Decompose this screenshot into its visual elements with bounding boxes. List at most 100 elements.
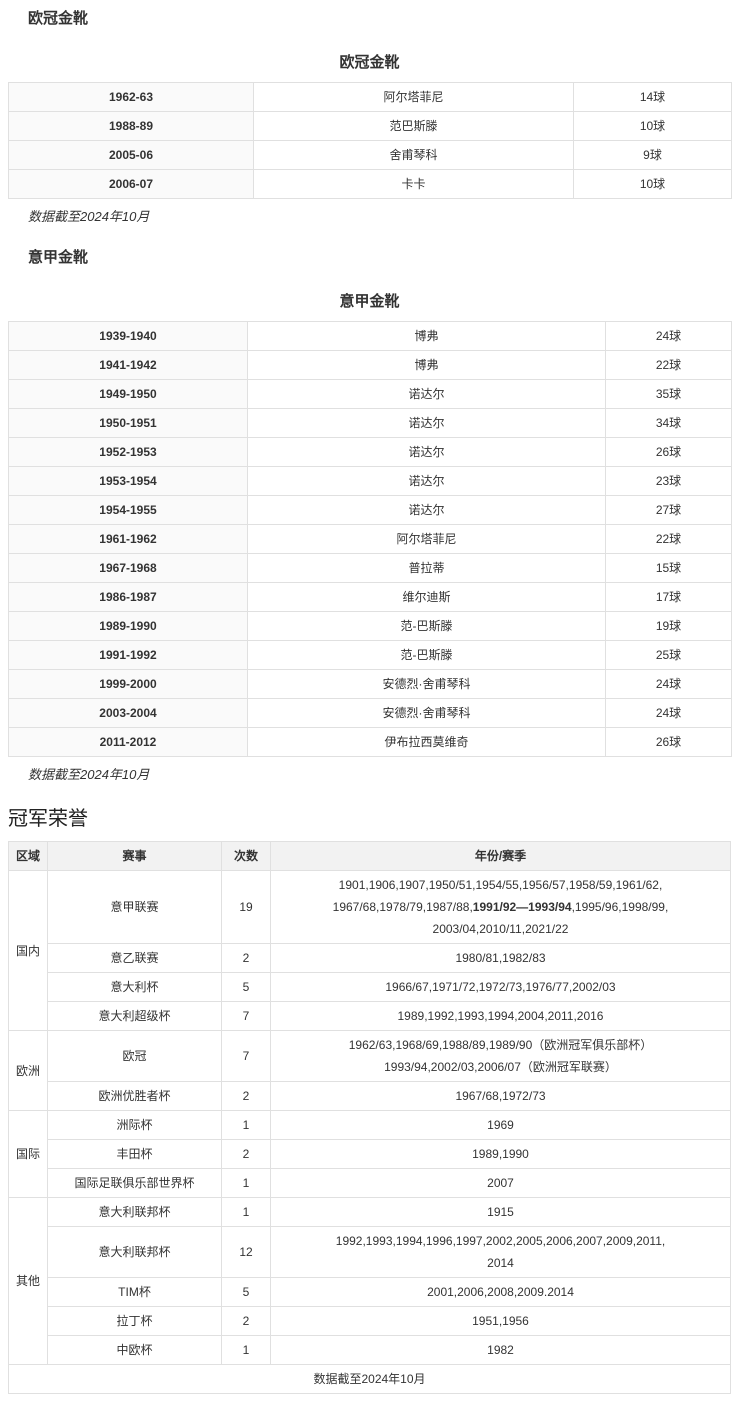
- competition-cell: 意乙联赛: [47, 943, 222, 973]
- player-cell: 阿尔塔菲尼: [247, 524, 606, 554]
- section-honors: 冠军荣誉 区域 赛事 次数 年份/赛季 国内 意甲联赛 19 1901,1906,1907,…: [8, 807, 731, 1394]
- season-cell: 1949-1950: [8, 379, 248, 409]
- count-cell: 12: [221, 1226, 271, 1278]
- cl-data-cutoff-note: 数据截至2024年10月: [28, 209, 150, 224]
- honors-row: 国际足联俱乐部世界杯 1 2007: [9, 1168, 731, 1198]
- count-cell: 2: [221, 943, 271, 973]
- player-cell: 博弗: [247, 321, 606, 351]
- goals-cell: 19球: [605, 611, 732, 641]
- count-cell: 2: [221, 1081, 271, 1111]
- count-cell: 19: [221, 870, 271, 944]
- years-cell: 1969: [270, 1110, 731, 1140]
- honors-row: 欧洲优胜者杯 2 1967/68,1972/73: [9, 1081, 731, 1111]
- table-row: 1953-1954 诺达尔 23球: [8, 466, 732, 496]
- table-row: 1988-89 范巴斯滕 10球: [8, 111, 732, 141]
- season-cell: 1953-1954: [8, 466, 248, 496]
- player-cell: 范-巴斯滕: [247, 640, 606, 670]
- competition-cell: 丰田杯: [47, 1139, 222, 1169]
- table-row: 1961-1962 阿尔塔菲尼 22球: [8, 524, 732, 554]
- goals-cell: 26球: [605, 727, 732, 757]
- years-cell: 1966/67,1971/72,1972/73,1976/77,2002/03: [270, 972, 731, 1002]
- goals-cell: 14球: [573, 82, 732, 112]
- goals-cell: 35球: [605, 379, 732, 409]
- years-cell: 2001,2006,2008,2009.2014: [270, 1277, 731, 1307]
- heading-cl-golden-boot: 欧冠金靴: [28, 10, 89, 27]
- player-cell: 诺达尔: [247, 408, 606, 438]
- table-row: 1949-1950 诺达尔 35球: [8, 379, 732, 409]
- player-cell: 诺达尔: [247, 437, 606, 467]
- honors-row: 意大利杯 5 1966/67,1971/72,1972/73,1976/77,200…: [9, 972, 731, 1002]
- region-cell: 欧洲: [8, 1030, 48, 1111]
- season-cell: 2005-06: [8, 140, 254, 170]
- table-row: 2006-07 卡卡 10球: [8, 169, 732, 199]
- honors-row: 意大利联邦杯 12 1992,1993,1994,1996,1997,2002,20…: [9, 1226, 731, 1278]
- player-cell: 舍甫琴科: [253, 140, 574, 170]
- competition-cell: 欧洲优胜者杯: [47, 1081, 222, 1111]
- count-cell: 2: [221, 1139, 271, 1169]
- years-cell: 1915: [270, 1197, 731, 1227]
- honors-row: 国际 洲际杯 1 1969: [8, 1110, 731, 1198]
- region-cell: 国际: [8, 1110, 48, 1198]
- season-cell: 2003-2004: [8, 698, 248, 728]
- player-cell: 阿尔塔菲尼: [253, 82, 574, 112]
- competition-cell: 意大利杯: [47, 972, 222, 1002]
- honors-table-body: 国内 意甲联赛 19 1901,1906,1907,1950/51,1954/55,1…: [8, 870, 731, 1394]
- table-row: 1939-1940 博弗 24球: [8, 321, 732, 351]
- years-cell: 1989,1990: [270, 1139, 731, 1169]
- table-row: 1941-1942 博弗 22球: [8, 350, 732, 380]
- count-cell: 1: [221, 1335, 271, 1365]
- player-cell: 普拉蒂: [247, 553, 606, 583]
- season-cell: 1952-1953: [8, 437, 248, 467]
- season-cell: 1991-1992: [8, 640, 248, 670]
- goals-cell: 9球: [573, 140, 732, 170]
- count-cell: 5: [221, 1277, 271, 1307]
- goals-cell: 26球: [605, 437, 732, 467]
- goals-cell: 27球: [605, 495, 732, 525]
- honors-row: 拉丁杯 2 1951,1956: [9, 1306, 731, 1336]
- years-cell: 1962/63,1968/69,1988/89,1989/90（欧洲冠军俱乐部杯…: [270, 1030, 731, 1082]
- goals-cell: 17球: [605, 582, 732, 612]
- section-cl-golden-boot: 欧冠金靴 欧冠金靴 1962-63 阿尔塔菲尼 14球 1988-89 范巴斯滕 10球 2…: [8, 10, 732, 225]
- season-cell: 1967-1968: [8, 553, 248, 583]
- season-cell: 1989-1990: [8, 611, 248, 641]
- honors-table: 区域 赛事 次数 年份/赛季 国内 意甲联赛 19 1901,1906,1907,1950/…: [8, 841, 731, 1394]
- honors-row: 其他 意大利联邦杯 1 1915: [8, 1197, 731, 1365]
- table-row: 1967-1968 普拉蒂 15球: [8, 553, 732, 583]
- player-cell: 诺达尔: [247, 495, 606, 525]
- years-cell: 1992,1993,1994,1996,1997,2002,2005,2006,…: [270, 1226, 731, 1278]
- player-cell: 范-巴斯滕: [247, 611, 606, 641]
- years-cell: 1982: [270, 1335, 731, 1365]
- goals-cell: 15球: [605, 553, 732, 583]
- competition-cell: 意大利联邦杯: [47, 1226, 222, 1278]
- table-row: 1999-2000 安德烈·舍甫琴科 24球: [8, 669, 732, 699]
- table-row: 1986-1987 维尔迪斯 17球: [8, 582, 732, 612]
- honors-row: 欧洲 欧冠 7 1962/63,1968/69,1988/89,1989/90（欧洲冠…: [8, 1030, 731, 1111]
- goals-cell: 25球: [605, 640, 732, 670]
- table-row: 1954-1955 诺达尔 27球: [8, 495, 732, 525]
- section-seriea-golden-boot: 意甲金靴 意甲金靴 1939-1940 博弗 24球 1941-1942 博弗 22球 19…: [8, 249, 732, 783]
- season-cell: 1939-1940: [8, 321, 248, 351]
- table-row: 2011-2012 伊布拉西莫维奇 26球: [8, 727, 732, 757]
- player-cell: 诺达尔: [247, 379, 606, 409]
- competition-cell: 拉丁杯: [47, 1306, 222, 1336]
- player-cell: 诺达尔: [247, 466, 606, 496]
- region-cell: 国内: [8, 870, 48, 1031]
- column-header: 赛事: [47, 841, 222, 871]
- honors-table-head: 区域 赛事 次数 年份/赛季: [8, 841, 731, 871]
- count-cell: 5: [221, 972, 271, 1002]
- honors-row: 丰田杯 2 1989,1990: [9, 1139, 731, 1169]
- season-cell: 1961-1962: [8, 524, 248, 554]
- player-cell: 安德烈·舍甫琴科: [247, 698, 606, 728]
- season-cell: 1988-89: [8, 111, 254, 141]
- column-header: 区域: [8, 841, 48, 871]
- honors-footer-row: 数据截至2024年10月: [8, 1364, 731, 1394]
- season-cell: 1941-1942: [8, 350, 248, 380]
- table-footer-note: 数据截至2024年10月: [8, 1364, 731, 1394]
- goals-cell: 22球: [605, 524, 732, 554]
- cl-golden-boot-table-body: 1962-63 阿尔塔菲尼 14球 1988-89 范巴斯滕 10球 2005-06 舍甫琴科…: [8, 82, 732, 199]
- table-row: 1952-1953 诺达尔 26球: [8, 437, 732, 467]
- heading-honors: 冠军荣誉: [8, 808, 88, 830]
- competition-cell: 欧冠: [47, 1030, 222, 1082]
- seriea-golden-boot-table: 1939-1940 博弗 24球 1941-1942 博弗 22球 1949-1950 诺达尔…: [8, 321, 732, 757]
- years-cell: 1967/68,1972/73: [270, 1081, 731, 1111]
